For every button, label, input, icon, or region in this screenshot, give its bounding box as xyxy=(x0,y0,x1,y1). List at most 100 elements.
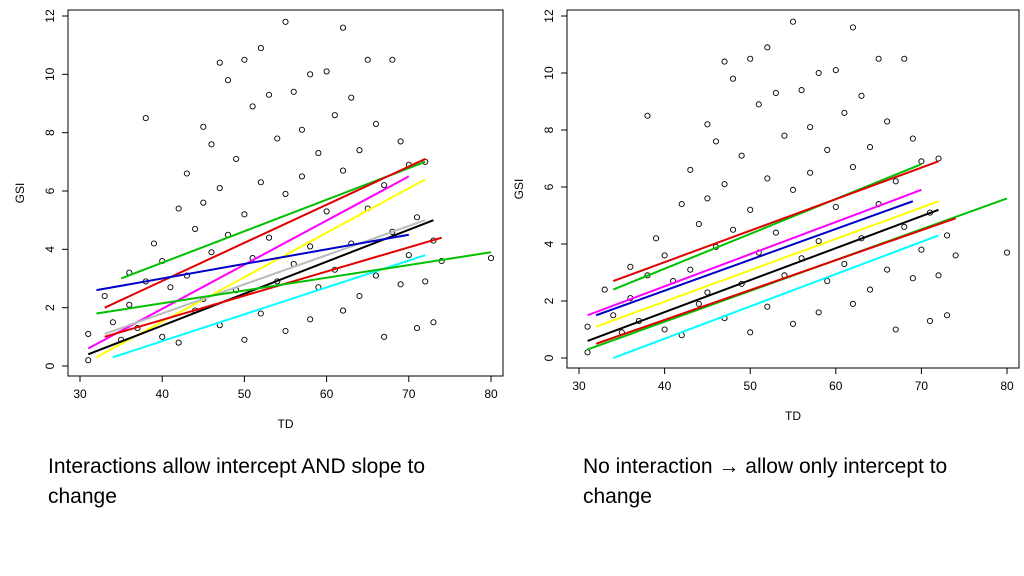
chart1-fit-line-5 xyxy=(587,208,939,342)
chart0-y-tick-label-2: 4 xyxy=(43,246,57,253)
chart0-point-63 xyxy=(348,94,355,101)
chart1-point-86 xyxy=(1003,249,1011,256)
chart1-point-62 xyxy=(849,300,856,307)
chart1-point-81 xyxy=(935,155,942,162)
chart1-x-tick-label-1: 40 xyxy=(658,379,672,393)
chart0-fit-line-5 xyxy=(104,219,426,335)
chart1-point-41 xyxy=(772,229,779,236)
chart1-point-59 xyxy=(841,260,848,268)
chart1-point-63 xyxy=(858,92,865,99)
chart0-point-50 xyxy=(298,173,305,180)
chart0-point-70 xyxy=(372,272,379,279)
chart1-point-18 xyxy=(695,220,702,228)
chart0-point-25 xyxy=(216,59,223,66)
chart0-point-38 xyxy=(257,179,264,186)
chart0-fit-line-1 xyxy=(104,158,426,309)
chart1-y-tick-label-0: 0 xyxy=(542,354,556,361)
chart0-point-47 xyxy=(290,88,297,95)
chart0-fit-line-3 xyxy=(95,178,426,359)
chart1-point-28 xyxy=(730,75,737,82)
chart0-point-52 xyxy=(307,243,314,250)
chart0-point-40 xyxy=(266,91,273,98)
chart0-point-58 xyxy=(331,112,338,119)
chart0-point-46 xyxy=(282,327,289,335)
chart1-fit-line-2 xyxy=(587,188,922,317)
chart1-point-5 xyxy=(627,263,634,270)
chart0-point-2 xyxy=(101,292,108,300)
chart1-fit-line-0 xyxy=(612,163,922,291)
caption-interaction: Interactions allow intercept AND slope t… xyxy=(48,452,498,512)
chart0-y-tick-label-6: 12 xyxy=(43,9,57,23)
chart1-point-49 xyxy=(807,124,814,131)
chart1-point-71 xyxy=(892,178,899,185)
chart1-point-46 xyxy=(789,320,797,327)
chart1-point-52 xyxy=(815,238,822,245)
chart0-point-37 xyxy=(257,45,264,52)
chart1-point-22 xyxy=(704,289,711,296)
chart0-point-24 xyxy=(208,249,215,256)
chart-interaction-svg: 30 40 50 60 70 80 0 2 4 6 8 10 12 TD GSI xyxy=(13,9,504,431)
chart0-point-61 xyxy=(339,167,347,174)
chart0-point-1 xyxy=(85,357,92,364)
chart1-point-67 xyxy=(875,55,882,62)
caption-no-interaction-end: allow only intercept to change xyxy=(583,455,948,508)
chart0-y-tick-label-5: 10 xyxy=(43,67,57,81)
chart1-point-35 xyxy=(755,101,762,108)
chart0-point-79 xyxy=(413,214,421,221)
chart0-x-tick-label-2: 50 xyxy=(238,387,252,401)
chart1-point-55 xyxy=(824,277,831,285)
chart1-point-12 xyxy=(661,326,668,333)
chart0-point-71 xyxy=(381,182,388,189)
chart1-point-39 xyxy=(764,303,771,310)
chart1-point-34 xyxy=(747,329,754,336)
chart1-point-61 xyxy=(849,163,856,171)
chart0-plot-frame xyxy=(67,9,504,377)
chart1-y-tick-label-5: 10 xyxy=(542,66,556,80)
chart1-point-33 xyxy=(747,206,754,213)
chart0-point-10 xyxy=(150,240,158,247)
chart0-point-84 xyxy=(430,319,437,326)
chart0-point-73 xyxy=(389,56,396,63)
chart0-point-51 xyxy=(307,71,314,78)
chart0-point-13 xyxy=(167,284,174,291)
chart0-point-57 xyxy=(323,208,330,215)
chart1-point-82 xyxy=(935,272,942,279)
chart1-point-2 xyxy=(601,286,608,293)
chart0-x-axis-label: TD xyxy=(278,417,294,431)
chart1-point-69 xyxy=(884,118,891,125)
chart1-point-80 xyxy=(926,317,934,325)
chart0-point-34 xyxy=(241,336,248,343)
chart0-point-18 xyxy=(192,225,199,232)
chart-interaction: 30 40 50 60 70 80 0 2 4 6 8 10 12 TD GSI xyxy=(0,0,510,450)
chart0-point-35 xyxy=(249,103,256,110)
chart1-y-tick-label-1: 2 xyxy=(542,297,556,304)
chart0-x-tick-label-1: 40 xyxy=(156,387,170,401)
chart0-point-72 xyxy=(381,333,388,340)
chart1-y-tick-label-2: 4 xyxy=(542,240,556,247)
chart0-point-15 xyxy=(175,339,182,346)
chart1-fit-line-3 xyxy=(595,200,939,328)
chart1-point-54 xyxy=(824,146,831,153)
chart0-point-78 xyxy=(405,252,412,259)
chart0-point-0 xyxy=(85,330,92,337)
chart1-point-23 xyxy=(712,138,720,145)
chart0-point-66 xyxy=(356,292,363,300)
chart1-x-axis-label: TD xyxy=(785,409,801,423)
chart1-plot-frame xyxy=(566,9,1020,369)
chart1-point-56 xyxy=(832,67,839,74)
chart1-point-14 xyxy=(678,201,685,208)
chart1-point-76 xyxy=(909,275,916,282)
chart1-x-tick-label-4: 70 xyxy=(915,379,929,393)
chart1-point-58 xyxy=(841,109,848,116)
chart-no-interaction: 30 40 50 60 70 80 0 2 4 6 8 10 12 TD GSI xyxy=(512,0,1024,450)
chart1-point-11 xyxy=(661,252,668,259)
chart0-x-tick-label-4: 70 xyxy=(402,387,416,401)
chart0-fit-line-8 xyxy=(112,254,426,359)
chart1-point-65 xyxy=(866,144,874,151)
chart0-point-21 xyxy=(200,199,207,206)
chart0-y-tick-label-3: 6 xyxy=(43,187,57,194)
chart1-point-51 xyxy=(815,69,822,77)
chart0-point-80 xyxy=(413,325,421,332)
chart0-point-30 xyxy=(233,155,240,162)
chart0-point-20 xyxy=(200,123,207,130)
